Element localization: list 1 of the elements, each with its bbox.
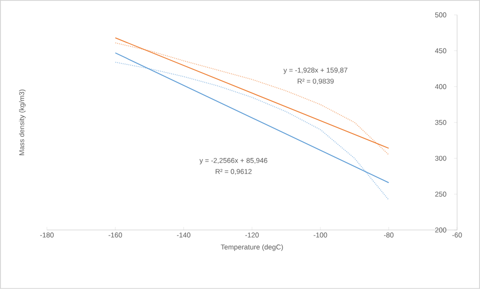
line-series [114, 62, 390, 200]
